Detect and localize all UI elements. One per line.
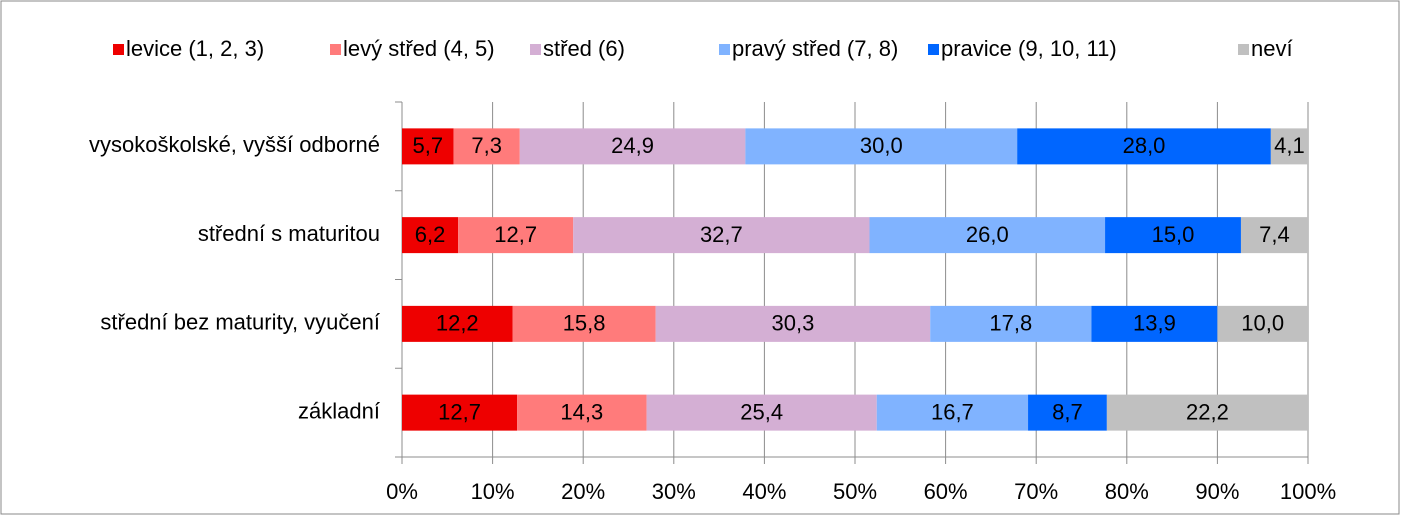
- data-label: 28,0: [1123, 133, 1166, 158]
- bar-segment: [402, 217, 459, 254]
- data-label: 15,0: [1152, 222, 1195, 247]
- data-label: 22,2: [1186, 399, 1229, 424]
- x-tick-label: 40%: [742, 479, 786, 504]
- y-tick-label: základní: [298, 398, 380, 423]
- x-tick-label: 60%: [924, 479, 968, 504]
- data-label: 30,3: [772, 311, 815, 336]
- bar-segment: [1105, 217, 1241, 254]
- y-tick-label: střední bez maturity, vyučení: [100, 310, 380, 335]
- x-tick-label: 30%: [652, 479, 696, 504]
- bar-segment: [1240, 217, 1308, 254]
- bar-segment: [402, 128, 454, 165]
- bar-segment: [1106, 394, 1308, 431]
- legend-label: střed (6): [543, 36, 625, 61]
- data-label: 7,3: [471, 133, 502, 158]
- data-label: 24,9: [611, 133, 654, 158]
- data-label: 12,2: [436, 311, 479, 336]
- bar-segment: [1091, 305, 1218, 342]
- legend-swatch: [928, 44, 939, 55]
- x-tick-label: 10%: [471, 479, 515, 504]
- bar-segment: [453, 128, 520, 165]
- x-tick-label: 0%: [386, 479, 418, 504]
- bar-segment: [1028, 394, 1107, 431]
- legend-swatch: [530, 44, 541, 55]
- data-label: 26,0: [966, 222, 1009, 247]
- x-tick-label: 90%: [1195, 479, 1239, 504]
- x-tick-label: 100%: [1280, 479, 1336, 504]
- data-label: 32,7: [700, 222, 743, 247]
- legend-label: levice (1, 2, 3): [126, 36, 264, 61]
- bar-segment: [1270, 128, 1308, 165]
- bar-segment: [930, 305, 1092, 342]
- bar-segment: [512, 305, 656, 342]
- legend-label: neví: [1251, 36, 1293, 61]
- bar-segment: [655, 305, 931, 342]
- legend-swatch: [719, 44, 730, 55]
- legend-swatch: [330, 44, 341, 55]
- data-label: 25,4: [740, 399, 783, 424]
- data-label: 17,8: [989, 311, 1032, 336]
- data-label: 12,7: [438, 399, 481, 424]
- data-label: 13,9: [1133, 311, 1176, 336]
- data-label: 6,2: [415, 222, 446, 247]
- bar-segment: [519, 128, 746, 165]
- legend-swatch: [113, 44, 124, 55]
- data-label: 10,0: [1241, 311, 1284, 336]
- bar-segment: [458, 217, 574, 254]
- data-label: 4,1: [1274, 133, 1305, 158]
- data-label: 8,7: [1052, 399, 1083, 424]
- legend-swatch: [1238, 44, 1249, 55]
- x-tick-label: 20%: [561, 479, 605, 504]
- bar-segment: [517, 394, 647, 431]
- data-label: 15,8: [563, 311, 606, 336]
- y-tick-label: střední s maturitou: [198, 221, 380, 246]
- y-tick-label: vysokoškolské, vyšší odborné: [89, 132, 380, 157]
- data-label: 5,7: [413, 133, 444, 158]
- x-tick-label: 70%: [1014, 479, 1058, 504]
- data-label: 7,4: [1259, 222, 1290, 247]
- data-label: 16,7: [931, 399, 974, 424]
- x-tick-label: 50%: [833, 479, 877, 504]
- x-tick-label: 80%: [1105, 479, 1149, 504]
- bar-segment: [745, 128, 1018, 165]
- bar-segment: [1017, 128, 1271, 165]
- bar-segment: [876, 394, 1029, 431]
- bar-segment: [573, 217, 870, 254]
- bar-segment: [646, 394, 877, 431]
- bar-segment: [869, 217, 1106, 254]
- legend-label: pravice (9, 10, 11): [941, 36, 1117, 61]
- legend-label: levý střed (4, 5): [343, 36, 495, 61]
- bar-segment: [402, 394, 518, 431]
- data-label: 14,3: [560, 399, 603, 424]
- data-label: 30,0: [860, 133, 903, 158]
- data-label: 12,7: [494, 222, 537, 247]
- bar-segment: [1217, 305, 1308, 342]
- bar-segment: [402, 305, 513, 342]
- legend-label: pravý střed (7, 8): [732, 36, 898, 61]
